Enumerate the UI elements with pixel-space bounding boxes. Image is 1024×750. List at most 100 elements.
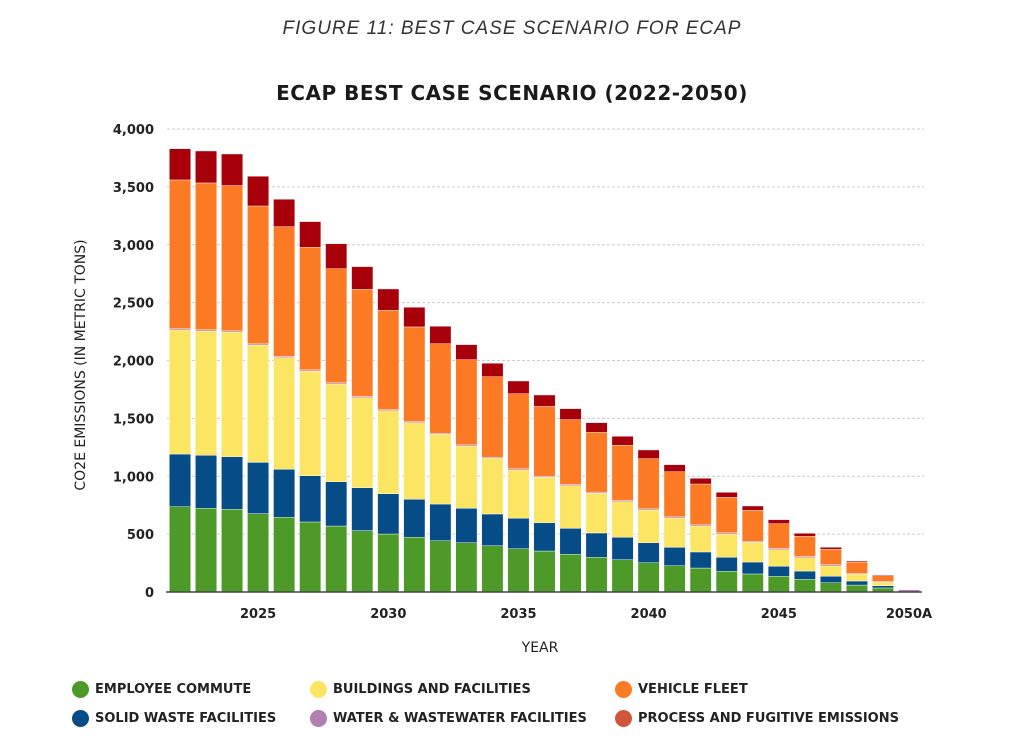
- legend-item: WATER & WASTEWATER FACILITIES: [310, 710, 587, 727]
- bar-segment-process-and-fugitive-emissions-2048: [846, 560, 868, 563]
- bar-segment-vehicle-fleet-2022: [169, 179, 191, 329]
- bar-segment-process-and-fugitive-emissions-2040: [637, 449, 660, 459]
- bar-segment-process-and-fugitive-emissions-2043: [715, 492, 738, 498]
- bar-segment-employee-commute-2025: [247, 513, 269, 593]
- bar-segment-buildings-and-facilities-2026: [273, 357, 296, 470]
- y-tick-label: 3,000: [113, 239, 154, 254]
- bar-segment-vehicle-fleet-2043: [715, 497, 738, 534]
- legend-label: BUILDINGS AND FACILITIES: [333, 682, 531, 697]
- bar-stack-2022: [169, 148, 191, 593]
- bar-segment-vehicle-fleet-2037: [559, 419, 582, 485]
- bar-segment-employee-commute-2027: [299, 521, 322, 593]
- bar-segment-solid-waste-facilities-2047: [820, 576, 842, 583]
- bar-segment-buildings-and-facilities-2036: [533, 477, 556, 523]
- bar-segment-process-and-fugitive-emissions-2044: [741, 505, 764, 511]
- bar-segment-buildings-and-facilities-2027: [299, 370, 322, 476]
- bar-segment-buildings-and-facilities-2034: [481, 458, 504, 515]
- bar-segment-process-and-fugitive-emissions-2049: [872, 574, 894, 576]
- legend-item: SOLID WASTE FACILITIES: [72, 710, 276, 727]
- bar-segment-process-and-fugitive-emissions-2029: [351, 266, 374, 290]
- bar-segment-solid-waste-facilities-2039: [611, 537, 634, 560]
- y-tick-label: 4,000: [113, 123, 154, 138]
- bar-segment-solid-waste-facilities-2035: [507, 518, 530, 549]
- bar-segment-vehicle-fleet-2045: [767, 523, 790, 549]
- legend-swatch-icon: [310, 681, 327, 698]
- bar-segment-solid-waste-facilities-2036: [533, 522, 556, 552]
- y-tick-label: 0: [145, 586, 154, 601]
- bar-segment-employee-commute-2043: [715, 571, 738, 593]
- bar-segment-employee-commute-2047: [820, 582, 842, 593]
- bar-stack-2042: [689, 478, 712, 593]
- figure-caption: FIGURE 11: BEST CASE SCENARIO FOR ECAP: [282, 18, 742, 39]
- bar-segment-vehicle-fleet-2039: [611, 445, 634, 501]
- bar-segment-process-and-fugitive-emissions-2039: [611, 436, 634, 446]
- bar-segment-process-and-fugitive-emissions-2023: [195, 150, 217, 184]
- bar-segment-vehicle-fleet-2033: [455, 359, 478, 446]
- bar-segment-employee-commute-2038: [585, 557, 608, 593]
- bar-segment-process-and-fugitive-emissions-2031: [403, 307, 426, 328]
- bar-segment-vehicle-fleet-2027: [299, 247, 322, 371]
- bar-segment-process-and-fugitive-emissions-2022: [169, 148, 191, 181]
- bar-segment-employee-commute-2044: [741, 573, 764, 593]
- bar-segment-employee-commute-2036: [533, 550, 556, 593]
- legend-item: VEHICLE FLEET: [615, 681, 748, 698]
- bar-segment-vehicle-fleet-2024: [221, 185, 243, 332]
- bar-segment-buildings-and-facilities-2024: [221, 331, 243, 457]
- bar-segment-process-and-fugitive-emissions-2033: [455, 344, 478, 360]
- bar-segment-process-and-fugitive-emissions-2027: [299, 221, 322, 248]
- legend-label: VEHICLE FLEET: [638, 682, 748, 697]
- bar-stack-2023: [195, 150, 217, 593]
- bar-segment-solid-waste-facilities-2045: [767, 566, 790, 577]
- bar-segment-employee-commute-2033: [455, 542, 478, 593]
- y-tick-label: 1,500: [113, 412, 154, 427]
- bar-segment-solid-waste-facilities-2041: [663, 547, 686, 566]
- bar-segment-vehicle-fleet-2035: [507, 393, 530, 470]
- bar-segment-vehicle-fleet-2044: [741, 510, 764, 542]
- bar-segment-solid-waste-facilities-2026: [273, 469, 296, 518]
- bar-segment-solid-waste-facilities-2030: [377, 493, 400, 535]
- bar-segment-solid-waste-facilities-2049: [872, 585, 894, 589]
- bar-segment-solid-waste-facilities-2040: [637, 542, 660, 563]
- x-tick-label: 2025: [240, 607, 276, 622]
- bar-segment-solid-waste-facilities-2046: [793, 570, 816, 580]
- bar-segment-employee-commute-2032: [429, 540, 452, 593]
- bar-segment-buildings-and-facilities-2041: [663, 517, 686, 548]
- bar-segment-vehicle-fleet-2029: [351, 289, 374, 397]
- bar-segment-solid-waste-facilities-2037: [559, 528, 582, 555]
- bar-segment-employee-commute-2046: [793, 579, 816, 593]
- y-tick-label: 3,500: [113, 181, 154, 196]
- bar-stack-2048: [846, 560, 868, 593]
- bar-segment-buildings-and-facilities-2045: [767, 549, 790, 567]
- bar-segment-vehicle-fleet-2026: [273, 226, 296, 357]
- bar-segment-employee-commute-2031: [403, 537, 426, 593]
- bar-segment-employee-commute-2042: [689, 567, 712, 593]
- bar-segment-vehicle-fleet-2041: [663, 471, 686, 518]
- bar-stack-2034: [481, 363, 504, 593]
- bar-segment-employee-commute-2034: [481, 545, 504, 593]
- bar-segment-process-and-fugitive-emissions-2042: [689, 478, 712, 485]
- bar-stack-2026: [273, 199, 296, 593]
- bar-segment-employee-commute-2029: [351, 530, 374, 593]
- bar-segment-buildings-and-facilities-2030: [377, 410, 400, 494]
- bar-segment-buildings-and-facilities-2031: [403, 422, 426, 500]
- bar-segment-employee-commute-2024: [221, 509, 243, 593]
- bar-stack-2043: [715, 492, 738, 593]
- bar-segment-buildings-and-facilities-2023: [195, 330, 217, 456]
- bar-segment-solid-waste-facilities-2033: [455, 508, 478, 543]
- bar-segment-buildings-and-facilities-2042: [689, 525, 712, 553]
- bar-segment-employee-commute-2028: [325, 525, 348, 593]
- bar-segment-process-and-fugitive-emissions-2035: [507, 380, 530, 394]
- bar-segment-buildings-and-facilities-2037: [559, 485, 582, 529]
- legend-item: EMPLOYEE COMMUTE: [72, 681, 251, 698]
- bar-segment-solid-waste-facilities-2025: [247, 462, 269, 514]
- bar-stack-2033: [455, 344, 478, 593]
- y-axis-ticks: 0 500 1,000 1,500 2,000 2,500 3,000 3,500 4,000: [113, 123, 154, 601]
- bar-segment-employee-commute-2022: [169, 506, 191, 593]
- legend-swatch-icon: [310, 710, 327, 727]
- bar-segment-buildings-and-facilities-2035: [507, 469, 530, 519]
- bar-stack-2039: [611, 436, 634, 593]
- y-tick-label: 2,500: [113, 297, 154, 312]
- bar-segment-vehicle-fleet-2030: [377, 310, 400, 410]
- bar-segment-process-and-fugitive-emissions-2026: [273, 199, 296, 227]
